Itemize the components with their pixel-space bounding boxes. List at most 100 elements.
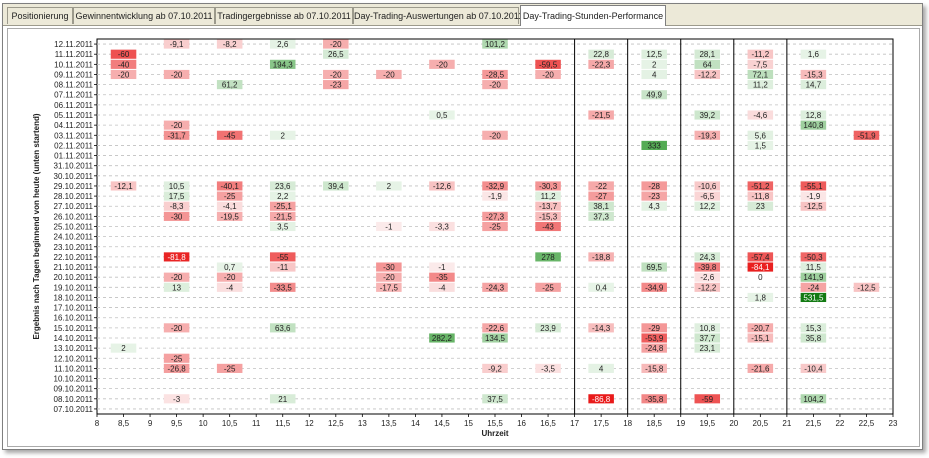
cell-label: -20 [171,70,183,79]
heat-cell [588,363,614,373]
cell-label: 2 [652,60,657,69]
cell-label: -28 [648,182,660,191]
heat-cell [163,130,190,140]
tab-day-trading-stunden-performance[interactable]: Day-Trading-Stunden-Performance [520,5,666,26]
heat-cell [800,120,827,130]
cell-label: -22,3 [592,60,611,69]
cell-label: -25 [224,192,236,201]
heat-cell [747,363,774,373]
y-tick-label: 16.10.2011 [54,314,94,323]
cell-label: -11,2 [752,50,770,59]
y-tick-label: 25.10.2011 [54,223,94,232]
heat-cell [323,39,349,49]
x-tick-label: 20,5 [753,419,769,428]
cell-label: 2,2 [277,192,289,201]
heat-cell [376,282,402,292]
heat-cell [535,69,561,80]
tab-tradingergebnisse[interactable]: Tradingergebnisse ab 07.10.2011 [215,7,353,24]
tab-positionierung[interactable]: Positionierung [7,7,73,24]
heat-cell [694,262,721,272]
heat-cell [800,252,827,262]
x-tick-label: 11 [252,419,261,428]
heat-cell [800,272,827,282]
heat-cell [535,201,561,211]
heat-cell [482,323,508,333]
y-tick-label: 06.11.2011 [54,101,93,110]
cell-label: 101,2 [485,40,506,49]
cell-label: -22 [595,182,607,191]
heat-cell [429,181,455,191]
x-tick-label: 11,5 [275,419,291,428]
y-tick-label: 19.10.2011 [54,283,94,292]
y-tick-label: 28.10.2011 [54,192,94,201]
cell-label: -4,1 [223,202,237,211]
heat-cell [588,282,614,292]
cell-label: -12,6 [433,182,452,191]
x-tick-label: 15,5 [487,419,503,428]
x-tick-label: 14,5 [434,419,450,428]
heat-cell [694,394,721,404]
x-tick-label: 13,5 [381,419,397,428]
cell-label: -28,5 [486,70,505,79]
heat-cell [269,394,296,404]
heat-cell [641,59,667,69]
y-tick-label: 27.10.2011 [54,202,94,211]
heat-cell [641,140,667,150]
cell-label: 23,9 [540,324,556,333]
heat-cell [747,140,774,150]
cell-label: -20 [118,70,130,79]
y-tick-label: 07.10.2011 [54,405,94,414]
cell-label: -4 [226,283,234,292]
heat-cell [800,394,827,404]
heat-cell [747,262,774,272]
heat-cell [535,211,561,221]
heat-cell [535,323,561,333]
heat-cell [800,282,827,292]
cell-label: -19,5 [221,212,240,221]
cell-label: -30,3 [539,182,558,191]
heat-cell [269,201,296,211]
x-tick-label: 21 [782,419,791,428]
y-tick-label: 20.10.2011 [54,273,94,282]
cell-label: -1 [438,263,446,272]
tab-gewinnentwicklung[interactable]: Gewinnentwicklung ab 07.10.2011 [73,7,215,24]
heat-cell [269,211,296,221]
cell-label: 17,5 [169,192,185,201]
y-tick-label: 05.11.2011 [54,111,93,120]
y-axis-label: Ergebnis nach Tagen beginnend von heute … [32,113,41,339]
y-tick-label: 18.10.2011 [54,293,94,302]
x-tick-label: 23 [889,419,898,428]
heat-cell [216,80,243,90]
cell-label: 0,7 [224,263,236,272]
cell-label: -9,2 [488,364,502,373]
heat-cell [163,191,190,201]
tab-day-trading-auswertungen[interactable]: Day-Trading-Auswertungen ab 07.10.2011 [353,7,523,24]
y-tick-label: 13.10.2011 [54,344,94,353]
x-tick-label: 16 [517,419,526,428]
y-tick-label: 17.10.2011 [54,304,94,313]
heat-cell [747,181,774,191]
cell-label: -3,3 [435,223,449,232]
heat-cell [376,69,402,80]
heat-cell [482,69,508,80]
cell-label: 10,8 [699,324,715,333]
heat-cell [694,333,721,343]
heat-cell [216,130,243,140]
heat-cell [163,323,190,333]
heat-cell [588,191,614,201]
cell-label: -22,6 [486,324,505,333]
cell-label: -19,3 [698,131,717,140]
cell-label: -20 [383,70,395,79]
heat-cell [800,80,827,90]
heat-cell [323,181,349,191]
heat-cell [747,130,774,140]
y-tick-label: 21.10.2011 [54,263,94,272]
heat-cell [535,59,561,69]
y-tick-label: 11.11.2011 [55,50,94,59]
heat-cell [853,130,880,140]
cell-label: -8,3 [170,202,184,211]
heat-cell [800,181,827,191]
heat-cell [641,201,667,211]
y-tick-label: 26.10.2011 [54,212,94,221]
heat-cell [694,272,721,282]
